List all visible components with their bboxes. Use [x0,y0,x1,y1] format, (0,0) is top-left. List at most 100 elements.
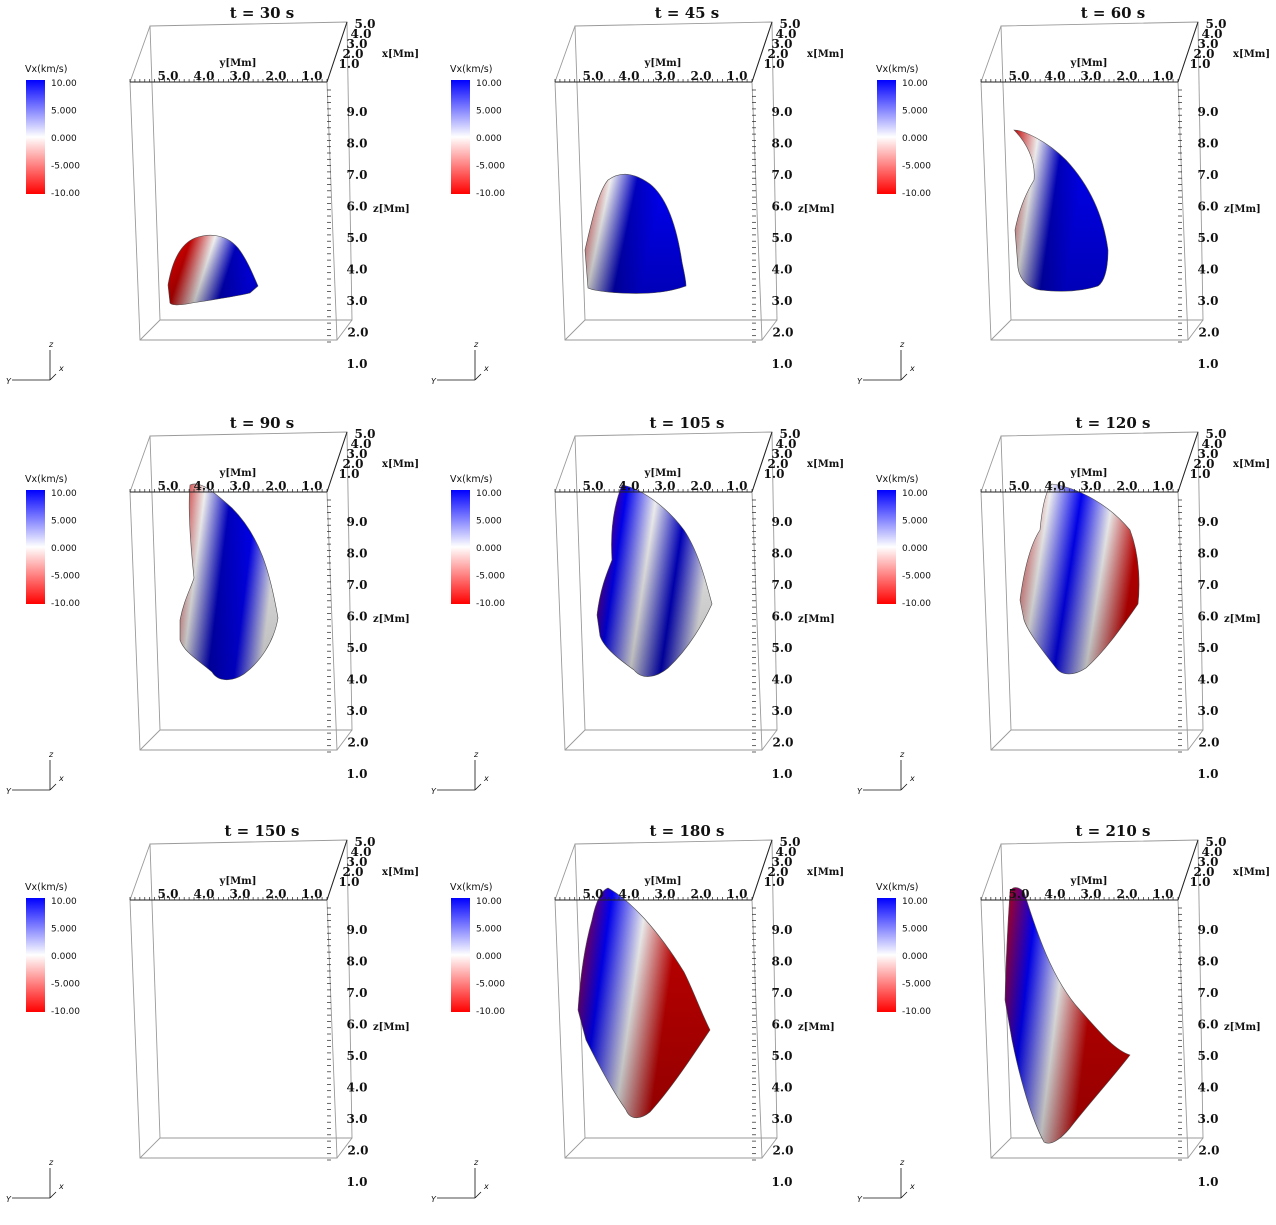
orientation-triad: z x Y [857,1158,915,1204]
y-tick-label: 4.0 [619,887,640,901]
z-tick-label: 9.0 [772,105,793,119]
x-axis: 5.04.03.02.01.0 x[Mm] [326,427,419,493]
panel-svg: t = 120 s Vx(km/s) 10.00 5.000 0.000 -5.000 -1… [857,414,1270,796]
x-axis: 5.04.03.02.01.0 x[Mm] [1177,835,1270,901]
y-tick-label: 2.0 [266,887,287,901]
colorbar-tick-label: -10.00 [902,189,931,199]
triad-x-label: x [909,364,915,373]
x-tick-label: 1.0 [764,57,785,71]
colorbar-tick-label: 0.000 [476,952,502,962]
y-tick-label: 3.0 [230,887,251,901]
x-tick-label: 2.0 [768,457,789,471]
y-axis: 5.0 4.0 3.0 2.0 1.0 y[Mm] [129,876,328,901]
x-axis-label: x[Mm] [1233,867,1270,878]
triad-z-label: z [899,750,905,759]
colorbar-tick-label: 10.00 [51,79,77,89]
triad-x-label: x [483,364,489,373]
y-tick-label: 1.0 [727,479,748,493]
x-tick-label: 1.0 [339,467,360,481]
colorbar-title: Vx(km/s) [450,474,492,485]
z-tick-label: 8.0 [347,547,368,561]
y-axis: 5.0 4.0 3.0 2.0 1.0 y[Mm] [980,876,1179,901]
panel-title: t = 60 s [1081,4,1145,22]
orientation-triad: z x Y [6,750,64,796]
z-tick-label: 1.0 [347,357,368,371]
x-axis-label: x[Mm] [382,49,419,60]
panel-title: t = 180 s [650,822,725,840]
y-tick-label: 2.0 [691,69,712,83]
y-axis: 5.0 4.0 3.0 2.0 1.0 y[Mm] [554,876,753,901]
y-tick-label: 1.0 [1153,69,1174,83]
y-tick-label: 3.0 [655,479,676,493]
z-tick-label: 9.0 [347,515,368,529]
panel-title: t = 150 s [225,822,300,840]
z-tick-label: 8.0 [1198,547,1219,561]
x-tick-label: 1.0 [764,467,785,481]
z-tick-label: 3.0 [347,294,368,308]
colorbar-tick-label: 10.00 [476,79,502,89]
orientation-triad: z x Y [857,750,915,796]
z-tick-label: 2.0 [348,326,369,340]
triad-x-label: x [909,1182,915,1191]
x-tick-label: 3.0 [347,855,368,869]
z-axis-label: z[Mm] [1224,1022,1261,1033]
z-axis: 9.0 8.0 7.0 6.0 5.0 4.0 3.0 2.0 1.0 z[Mm] [1178,499,1261,781]
colorbar-tick-label: 10.00 [902,489,928,499]
plot-panel: t = 60 s Vx(km/s) 10.00 5.000 0.000 -5.000 -10… [851,0,1276,407]
triad-x-label: x [909,774,915,783]
y-tick-label: 2.0 [266,69,287,83]
y-tick-label: 1.0 [1153,887,1174,901]
triad-y-label: Y [857,377,863,386]
y-tick-label: 2.0 [1117,887,1138,901]
x-tick-label: 4.0 [776,845,797,859]
z-tick-label: 5.0 [347,231,368,245]
x-tick-label: 2.0 [1194,47,1215,61]
y-tick-label: 4.0 [1045,479,1066,493]
y-axis: 5.0 4.0 3.0 2.0 1.0 y[Mm] [980,468,1179,493]
x-tick-label: 3.0 [1198,37,1219,51]
x-tick-label: 3.0 [772,37,793,51]
z-tick-label: 4.0 [347,263,368,277]
orientation-triad: z x Y [6,340,64,386]
plot-panel: t = 180 s Vx(km/s) 10.00 5.000 0.000 -5.000 -1… [425,818,850,1225]
z-axis-label: z[Mm] [373,204,410,215]
x-tick-label: 4.0 [1202,845,1223,859]
triad-y-label: Y [431,377,437,386]
y-tick-label: 2.0 [691,887,712,901]
colorbar-tick-label: -10.00 [51,1007,80,1017]
y-tick-label: 2.0 [691,479,712,493]
z-axis: 9.0 8.0 7.0 6.0 5.0 4.0 3.0 2.0 1.0 z[Mm] [1178,907,1261,1189]
colorbar-tick-label: 5.000 [476,517,502,527]
y-tick-label: 5.0 [158,479,179,493]
x-tick-label: 2.0 [1194,457,1215,471]
panel-svg: t = 180 s Vx(km/s) 10.00 5.000 0.000 -5.000 -1… [431,822,844,1204]
colorbar: Vx(km/s) 10.00 5.000 0.000 -5.000 -10.00 [25,474,80,609]
z-tick-label: 1.0 [1198,767,1219,781]
z-axis-label: z[Mm] [373,1022,410,1033]
z-tick-label: 8.0 [1198,137,1219,151]
triad-z-label: z [473,750,479,759]
z-tick-label: 5.0 [772,1049,793,1063]
panel-title: t = 90 s [230,414,294,432]
colorbar-title: Vx(km/s) [25,882,67,893]
z-tick-label: 7.0 [347,986,368,1000]
y-axis-label: y[Mm] [219,468,257,479]
y-tick-label: 4.0 [194,69,215,83]
z-tick-label: 7.0 [772,578,793,592]
z-tick-label: 6.0 [772,610,793,624]
z-tick-label: 8.0 [347,955,368,969]
orientation-triad: z x Y [431,1158,489,1204]
x-tick-label: 2.0 [343,47,364,61]
colorbar-gradient [451,80,470,194]
colorbar-title: Vx(km/s) [450,64,492,75]
triad-x-label: x [58,1182,64,1191]
z-axis: 9.0 8.0 7.0 6.0 5.0 4.0 3.0 2.0 1.0 z[Mm] [752,907,835,1189]
z-tick-label: 1.0 [772,767,793,781]
colorbar-gradient [26,490,45,604]
colorbar-tick-label: 0.000 [51,952,77,962]
colorbar-tick-label: 5.000 [51,925,77,935]
y-tick-label: 1.0 [1153,479,1174,493]
z-tick-label: 7.0 [1198,578,1219,592]
x-axis: 5.04.03.02.01.0 x[Mm] [751,835,844,901]
y-axis-label: y[Mm] [644,876,682,887]
